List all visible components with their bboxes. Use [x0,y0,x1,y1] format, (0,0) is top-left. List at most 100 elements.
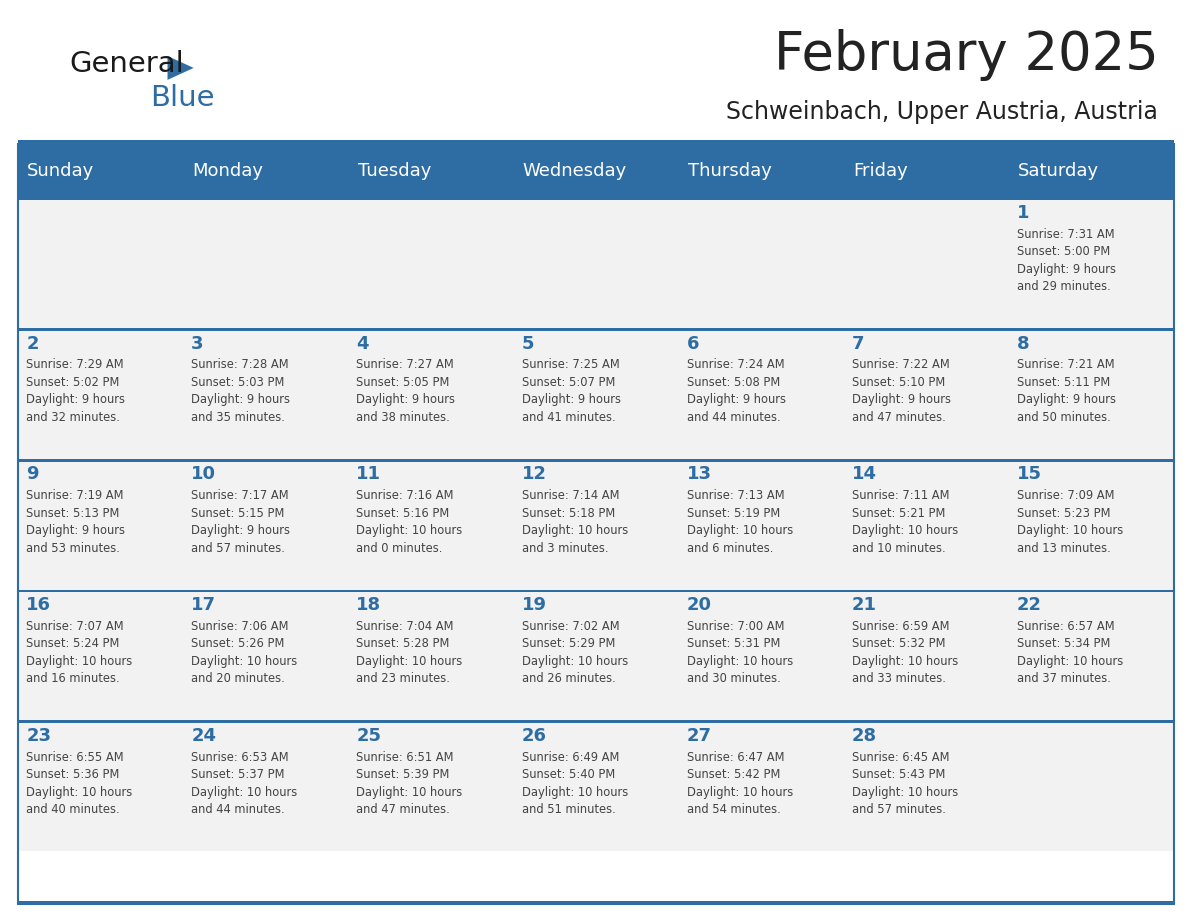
Text: 10: 10 [191,465,216,483]
Text: Sunrise: 7:17 AM
Sunset: 5:15 PM
Daylight: 9 hours
and 57 minutes.: Sunrise: 7:17 AM Sunset: 5:15 PM Dayligh… [191,489,290,554]
FancyBboxPatch shape [18,901,1174,904]
Text: 23: 23 [26,727,51,744]
FancyBboxPatch shape [843,592,1009,721]
FancyBboxPatch shape [843,330,1009,459]
Text: Thursday: Thursday [688,162,772,180]
Text: 3: 3 [191,334,204,353]
FancyBboxPatch shape [348,592,513,721]
FancyBboxPatch shape [678,200,843,328]
FancyBboxPatch shape [18,592,183,721]
Text: 7: 7 [852,334,865,353]
FancyBboxPatch shape [513,330,678,459]
Text: Sunrise: 7:27 AM
Sunset: 5:05 PM
Daylight: 9 hours
and 38 minutes.: Sunrise: 7:27 AM Sunset: 5:05 PM Dayligh… [356,358,455,424]
Text: Saturday: Saturday [1018,162,1099,180]
Text: Sunrise: 6:55 AM
Sunset: 5:36 PM
Daylight: 10 hours
and 40 minutes.: Sunrise: 6:55 AM Sunset: 5:36 PM Dayligh… [26,751,132,816]
FancyBboxPatch shape [678,723,843,851]
Text: 25: 25 [356,727,381,744]
Text: 6: 6 [687,334,700,353]
Text: 18: 18 [356,596,381,614]
Text: Sunrise: 7:06 AM
Sunset: 5:26 PM
Daylight: 10 hours
and 20 minutes.: Sunrise: 7:06 AM Sunset: 5:26 PM Dayligh… [191,620,297,686]
FancyBboxPatch shape [348,723,513,851]
Text: Sunrise: 7:04 AM
Sunset: 5:28 PM
Daylight: 10 hours
and 23 minutes.: Sunrise: 7:04 AM Sunset: 5:28 PM Dayligh… [356,620,462,686]
Text: 1: 1 [1017,204,1030,222]
Text: 19: 19 [522,596,546,614]
Text: Sunrise: 7:02 AM
Sunset: 5:29 PM
Daylight: 10 hours
and 26 minutes.: Sunrise: 7:02 AM Sunset: 5:29 PM Dayligh… [522,620,627,686]
Text: Sunrise: 7:00 AM
Sunset: 5:31 PM
Daylight: 10 hours
and 30 minutes.: Sunrise: 7:00 AM Sunset: 5:31 PM Dayligh… [687,620,792,686]
Text: Sunrise: 7:22 AM
Sunset: 5:10 PM
Daylight: 9 hours
and 47 minutes.: Sunrise: 7:22 AM Sunset: 5:10 PM Dayligh… [852,358,950,424]
Text: Sunrise: 7:13 AM
Sunset: 5:19 PM
Daylight: 10 hours
and 6 minutes.: Sunrise: 7:13 AM Sunset: 5:19 PM Dayligh… [687,489,792,554]
FancyBboxPatch shape [513,592,678,721]
FancyBboxPatch shape [183,723,348,851]
Text: Sunrise: 7:16 AM
Sunset: 5:16 PM
Daylight: 10 hours
and 0 minutes.: Sunrise: 7:16 AM Sunset: 5:16 PM Dayligh… [356,489,462,554]
Text: Sunrise: 7:29 AM
Sunset: 5:02 PM
Daylight: 9 hours
and 32 minutes.: Sunrise: 7:29 AM Sunset: 5:02 PM Dayligh… [26,358,125,424]
FancyBboxPatch shape [1009,723,1174,851]
Text: 26: 26 [522,727,546,744]
Text: Sunrise: 7:14 AM
Sunset: 5:18 PM
Daylight: 10 hours
and 3 minutes.: Sunrise: 7:14 AM Sunset: 5:18 PM Dayligh… [522,489,627,554]
FancyBboxPatch shape [513,723,678,851]
Text: Sunrise: 6:51 AM
Sunset: 5:39 PM
Daylight: 10 hours
and 47 minutes.: Sunrise: 6:51 AM Sunset: 5:39 PM Dayligh… [356,751,462,816]
Text: Sunrise: 6:47 AM
Sunset: 5:42 PM
Daylight: 10 hours
and 54 minutes.: Sunrise: 6:47 AM Sunset: 5:42 PM Dayligh… [687,751,792,816]
Text: 24: 24 [191,727,216,744]
Text: 27: 27 [687,727,712,744]
Text: Sunrise: 7:19 AM
Sunset: 5:13 PM
Daylight: 9 hours
and 53 minutes.: Sunrise: 7:19 AM Sunset: 5:13 PM Dayligh… [26,489,125,554]
FancyBboxPatch shape [18,144,1174,197]
FancyBboxPatch shape [18,197,1174,200]
Text: Sunrise: 7:11 AM
Sunset: 5:21 PM
Daylight: 10 hours
and 10 minutes.: Sunrise: 7:11 AM Sunset: 5:21 PM Dayligh… [852,489,958,554]
FancyBboxPatch shape [1009,592,1174,721]
Text: February 2025: February 2025 [773,29,1158,81]
Text: 4: 4 [356,334,369,353]
Text: Sunrise: 7:25 AM
Sunset: 5:07 PM
Daylight: 9 hours
and 41 minutes.: Sunrise: 7:25 AM Sunset: 5:07 PM Dayligh… [522,358,620,424]
FancyBboxPatch shape [678,462,843,589]
Text: Sunrise: 7:09 AM
Sunset: 5:23 PM
Daylight: 10 hours
and 13 minutes.: Sunrise: 7:09 AM Sunset: 5:23 PM Dayligh… [1017,489,1123,554]
Text: Sunrise: 7:28 AM
Sunset: 5:03 PM
Daylight: 9 hours
and 35 minutes.: Sunrise: 7:28 AM Sunset: 5:03 PM Dayligh… [191,358,290,424]
FancyBboxPatch shape [18,140,1174,146]
FancyBboxPatch shape [1009,200,1174,328]
FancyBboxPatch shape [348,462,513,589]
FancyBboxPatch shape [348,330,513,459]
FancyBboxPatch shape [18,589,1174,592]
Text: Schweinbach, Upper Austria, Austria: Schweinbach, Upper Austria, Austria [726,100,1158,124]
Text: Sunrise: 6:53 AM
Sunset: 5:37 PM
Daylight: 10 hours
and 44 minutes.: Sunrise: 6:53 AM Sunset: 5:37 PM Dayligh… [191,751,297,816]
Text: Sunrise: 6:45 AM
Sunset: 5:43 PM
Daylight: 10 hours
and 57 minutes.: Sunrise: 6:45 AM Sunset: 5:43 PM Dayligh… [852,751,958,816]
Text: Friday: Friday [853,162,908,180]
Text: Sunrise: 7:24 AM
Sunset: 5:08 PM
Daylight: 9 hours
and 44 minutes.: Sunrise: 7:24 AM Sunset: 5:08 PM Dayligh… [687,358,785,424]
FancyBboxPatch shape [678,330,843,459]
FancyBboxPatch shape [18,723,183,851]
Text: Sunrise: 7:31 AM
Sunset: 5:00 PM
Daylight: 9 hours
and 29 minutes.: Sunrise: 7:31 AM Sunset: 5:00 PM Dayligh… [1017,228,1116,293]
FancyBboxPatch shape [678,592,843,721]
FancyBboxPatch shape [183,200,348,328]
FancyBboxPatch shape [843,200,1009,328]
FancyBboxPatch shape [843,462,1009,589]
Text: Wednesday: Wednesday [523,162,627,180]
Text: 5: 5 [522,334,535,353]
Text: 14: 14 [852,465,877,483]
FancyBboxPatch shape [183,592,348,721]
FancyBboxPatch shape [18,462,183,589]
Text: General: General [69,50,184,78]
Text: 16: 16 [26,596,51,614]
FancyBboxPatch shape [843,723,1009,851]
Text: 11: 11 [356,465,381,483]
Text: 21: 21 [852,596,877,614]
FancyBboxPatch shape [513,462,678,589]
Text: 12: 12 [522,465,546,483]
FancyBboxPatch shape [183,330,348,459]
Text: 13: 13 [687,465,712,483]
FancyBboxPatch shape [18,200,183,328]
FancyBboxPatch shape [348,200,513,328]
Text: Sunrise: 6:59 AM
Sunset: 5:32 PM
Daylight: 10 hours
and 33 minutes.: Sunrise: 6:59 AM Sunset: 5:32 PM Dayligh… [852,620,958,686]
Text: 28: 28 [852,727,877,744]
Text: Blue: Blue [150,84,214,112]
FancyBboxPatch shape [513,200,678,328]
FancyBboxPatch shape [18,328,1174,330]
Text: 22: 22 [1017,596,1042,614]
Text: 15: 15 [1017,465,1042,483]
Text: Sunrise: 6:57 AM
Sunset: 5:34 PM
Daylight: 10 hours
and 37 minutes.: Sunrise: 6:57 AM Sunset: 5:34 PM Dayligh… [1017,620,1123,686]
Polygon shape [168,56,194,80]
FancyBboxPatch shape [1009,330,1174,459]
FancyBboxPatch shape [18,721,1174,723]
Text: Tuesday: Tuesday [358,162,431,180]
Text: Monday: Monday [192,162,264,180]
FancyBboxPatch shape [18,459,1174,462]
Text: 20: 20 [687,596,712,614]
